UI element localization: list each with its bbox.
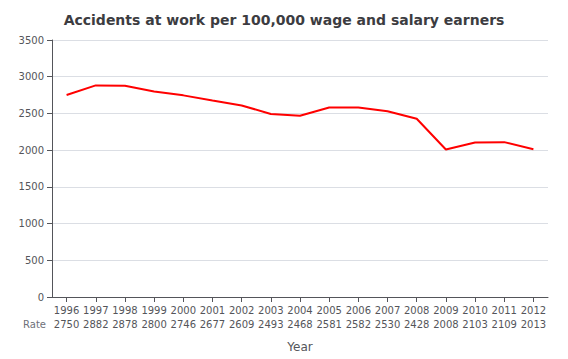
svg-text:1999: 1999 (141, 305, 166, 316)
svg-text:1500: 1500 (19, 181, 44, 192)
svg-text:Rate: Rate (23, 319, 46, 330)
svg-text:2008: 2008 (433, 319, 458, 330)
svg-text:2109: 2109 (492, 319, 517, 330)
svg-text:500: 500 (25, 255, 44, 266)
svg-text:2000: 2000 (19, 145, 44, 156)
svg-text:2103: 2103 (462, 319, 487, 330)
svg-text:2009: 2009 (433, 305, 458, 316)
svg-text:2468: 2468 (287, 319, 312, 330)
svg-text:2800: 2800 (141, 319, 166, 330)
svg-text:2582: 2582 (346, 319, 371, 330)
svg-text:2008: 2008 (404, 305, 429, 316)
svg-text:3000: 3000 (19, 71, 44, 82)
svg-text:2013: 2013 (521, 319, 546, 330)
svg-text:2609: 2609 (229, 319, 254, 330)
svg-text:2001: 2001 (200, 305, 225, 316)
svg-text:0: 0 (38, 292, 44, 303)
svg-text:Accidents at work per 100,000: Accidents at work per 100,000 wage and s… (64, 12, 505, 28)
svg-text:2581: 2581 (316, 319, 341, 330)
svg-text:2428: 2428 (404, 319, 429, 330)
svg-text:2005: 2005 (316, 305, 341, 316)
svg-text:1000: 1000 (19, 218, 44, 229)
svg-text:2006: 2006 (346, 305, 371, 316)
svg-text:2493: 2493 (258, 319, 283, 330)
svg-text:2750: 2750 (54, 319, 79, 330)
svg-text:2000: 2000 (171, 305, 196, 316)
svg-text:2500: 2500 (19, 108, 44, 119)
svg-text:2011: 2011 (492, 305, 517, 316)
svg-text:2746: 2746 (171, 319, 196, 330)
svg-text:1996: 1996 (54, 305, 79, 316)
svg-text:2677: 2677 (200, 319, 225, 330)
svg-text:2010: 2010 (462, 305, 487, 316)
svg-text:2012: 2012 (521, 305, 546, 316)
svg-text:3500: 3500 (19, 35, 44, 46)
svg-text:2004: 2004 (287, 305, 312, 316)
svg-text:2007: 2007 (375, 305, 400, 316)
svg-text:1998: 1998 (112, 305, 137, 316)
svg-text:Year: Year (286, 340, 312, 354)
svg-text:2882: 2882 (83, 319, 108, 330)
svg-text:2003: 2003 (258, 305, 283, 316)
svg-text:2530: 2530 (375, 319, 400, 330)
svg-text:2002: 2002 (229, 305, 254, 316)
svg-text:2878: 2878 (112, 319, 137, 330)
svg-text:1997: 1997 (83, 305, 108, 316)
